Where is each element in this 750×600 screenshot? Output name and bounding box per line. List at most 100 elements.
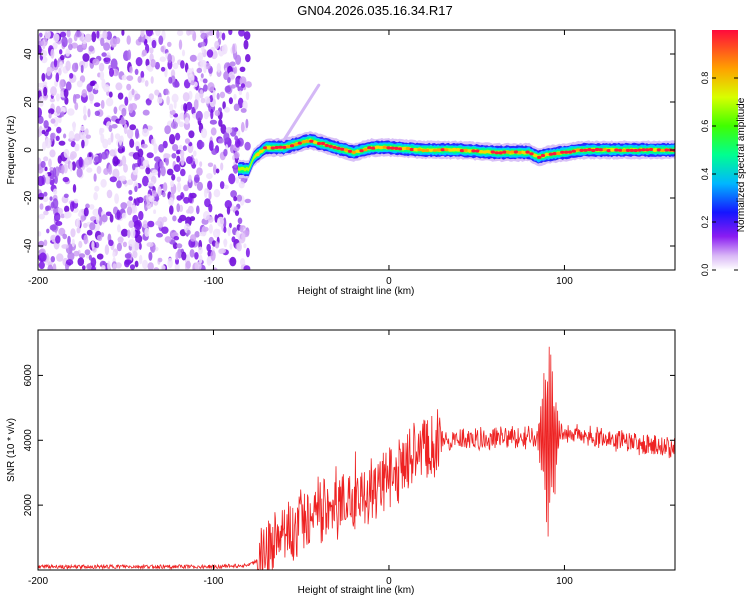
noise-blob: [194, 252, 199, 260]
noise-blob: [65, 259, 74, 266]
noise-blob: [52, 167, 57, 178]
noise-blob: [242, 100, 248, 111]
ridge-peak: [498, 151, 503, 155]
ridge-peak: [282, 145, 287, 149]
noise-blob: [109, 149, 116, 157]
colorbar-ticks: 0.0 0.2 0.4 0.6 0.8: [700, 72, 738, 276]
noise-blob: [223, 226, 227, 233]
noise-blob: [129, 66, 133, 74]
ridge-peak: [417, 148, 422, 152]
noise-blob: [48, 113, 52, 119]
noise-blob: [194, 261, 202, 270]
noise-blob: [135, 128, 139, 139]
noise-blob: [161, 216, 168, 223]
noise-blob: [142, 259, 148, 270]
noise-blob: [175, 251, 179, 261]
noise-blob: [146, 100, 152, 106]
noise-blob: [212, 89, 216, 100]
noise-blob: [227, 226, 231, 237]
noise-blob: [74, 133, 81, 142]
ridge-peak: [386, 146, 391, 150]
noise-blob: [216, 63, 221, 73]
ridge-peak: [602, 148, 607, 152]
noise-blob: [120, 202, 128, 210]
noise-blob: [224, 85, 231, 93]
noise-blob: [78, 240, 83, 249]
noise-blob: [121, 107, 127, 117]
noise-blob: [142, 175, 149, 187]
noise-blob: [165, 156, 170, 166]
noise-blob: [237, 130, 241, 137]
noise-blob: [101, 214, 108, 223]
ridge-peak: [463, 148, 468, 152]
noise-blob: [237, 217, 243, 225]
noise-blob: [199, 161, 203, 168]
noise-blob: [240, 258, 246, 267]
noise-blob: [50, 86, 57, 97]
noise-blob: [64, 211, 70, 219]
noise-blob: [178, 39, 183, 50]
noise-blob: [150, 58, 156, 68]
ridge-peak: [502, 150, 507, 154]
noise-blob: [190, 80, 195, 86]
noise-blob: [40, 160, 46, 168]
ridge-peak: [544, 152, 550, 156]
noise-blob: [146, 242, 154, 248]
noise-blob: [131, 88, 135, 96]
noise-blob: [112, 263, 117, 270]
noise-blob: [180, 192, 185, 199]
noise-blob: [149, 47, 154, 54]
noise-blob: [98, 215, 103, 226]
noise-blob: [180, 150, 185, 158]
noise-blob: [172, 62, 179, 70]
noise-blob: [184, 117, 190, 125]
ridge-peak: [355, 149, 360, 153]
noise-blob: [112, 156, 119, 167]
noise-blob: [168, 103, 174, 112]
snr-panel: -200 -100 0 100 2000 4000 6000 Height of strai…: [6, 329, 676, 596]
snr-xtick-label: -100: [203, 576, 223, 587]
noise-blob: [56, 253, 64, 262]
noise-blob: [61, 164, 65, 175]
noise-blob: [225, 127, 233, 134]
spectrogram-ytick-label: 0: [23, 147, 34, 153]
noise-blob: [78, 253, 86, 259]
noise-blob: [196, 55, 202, 61]
noise-blob: [167, 257, 173, 269]
noise-blob: [55, 93, 60, 102]
ridge-peak: [533, 154, 538, 158]
noise-blob: [234, 66, 238, 74]
noise-blob: [200, 73, 204, 79]
noise-blob: [121, 212, 127, 219]
ridge-peak: [510, 150, 515, 154]
noise-blob: [76, 227, 81, 234]
noise-blob: [113, 106, 118, 115]
noise-blob: [106, 189, 113, 199]
noise-blob: [196, 139, 204, 150]
ridge-peak: [286, 145, 291, 149]
noise-blob: [178, 121, 185, 128]
noise-blob: [153, 267, 160, 270]
noise-blob: [210, 127, 217, 136]
ridge-peak: [374, 145, 380, 149]
noise-blob: [67, 235, 71, 246]
ridge-peak: [309, 139, 314, 143]
noise-blob: [171, 93, 179, 103]
noise-blob: [232, 43, 236, 55]
noise-blob: [63, 148, 70, 158]
ridge-peak: [390, 146, 395, 150]
noise-blob: [222, 101, 226, 110]
noise-blob: [112, 251, 116, 258]
noise-blob: [65, 48, 71, 57]
colorbar: 0.0 0.2 0.4 0.6 0.8 Normalized spectral ampl…: [700, 30, 747, 276]
noise-blob: [201, 141, 205, 148]
noise-blob: [123, 123, 128, 135]
noise-blob: [184, 138, 191, 144]
noise-blob: [157, 96, 163, 104]
noise-blob: [62, 233, 68, 240]
noise-blob: [199, 231, 207, 237]
noise-blob: [46, 66, 52, 77]
noise-blob: [141, 49, 147, 57]
noise-blob: [48, 158, 52, 168]
noise-blob: [38, 231, 42, 237]
